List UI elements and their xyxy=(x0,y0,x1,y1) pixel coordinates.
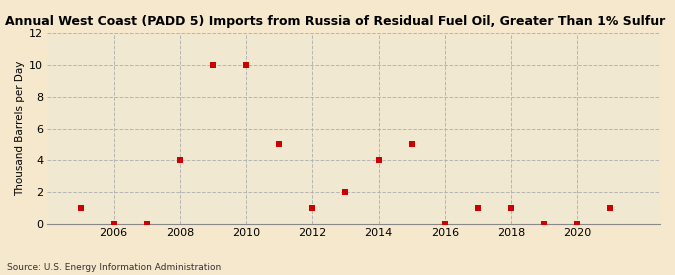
Point xyxy=(406,142,417,147)
Y-axis label: Thousand Barrels per Day: Thousand Barrels per Day xyxy=(15,61,25,196)
Point xyxy=(340,190,351,194)
Point xyxy=(439,222,450,226)
Point xyxy=(75,206,86,210)
Point xyxy=(572,222,583,226)
Point xyxy=(208,63,219,67)
Point xyxy=(307,206,318,210)
Point xyxy=(274,142,285,147)
Text: Source: U.S. Energy Information Administration: Source: U.S. Energy Information Administ… xyxy=(7,263,221,272)
Point xyxy=(472,206,483,210)
Text: Annual West Coast (PADD 5) Imports from Russia of Residual Fuel Oil, Greater Tha: Annual West Coast (PADD 5) Imports from … xyxy=(5,15,665,28)
Point xyxy=(241,63,252,67)
Point xyxy=(605,206,616,210)
Point xyxy=(175,158,186,163)
Point xyxy=(373,158,384,163)
Point xyxy=(506,206,516,210)
Point xyxy=(141,222,152,226)
Point xyxy=(539,222,549,226)
Point xyxy=(108,222,119,226)
